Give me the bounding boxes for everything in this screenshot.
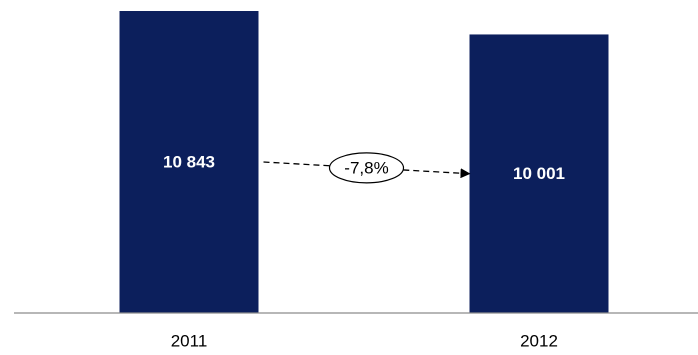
bar-2012 <box>469 34 609 313</box>
bar-value-label-2011: 10 843 <box>163 153 215 172</box>
bar-value-label-2012: 10 001 <box>513 164 565 183</box>
x-tick-label-2011: 2011 <box>171 332 208 351</box>
bar-2011 <box>119 11 259 313</box>
change-label: -7,8% <box>344 158 388 177</box>
change-label-ellipse <box>328 152 405 184</box>
x-tick-label-2012: 2012 <box>520 332 558 351</box>
